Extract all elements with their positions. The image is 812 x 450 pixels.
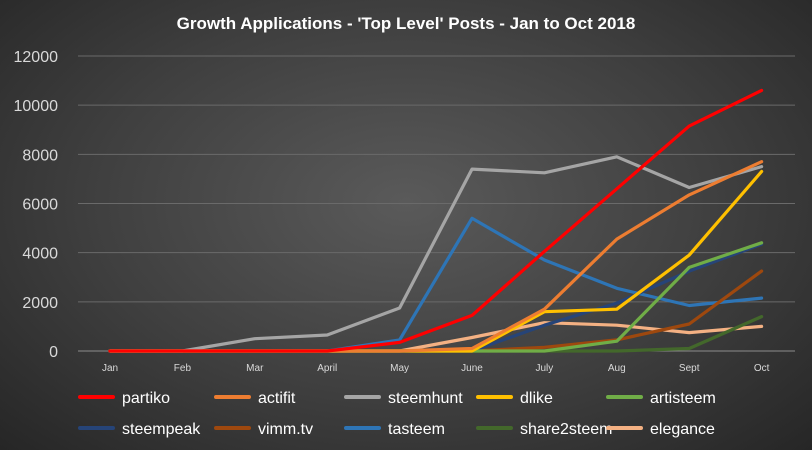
x-tick-label: Feb bbox=[174, 363, 192, 374]
x-tick-label: May bbox=[390, 363, 409, 374]
legend-label: actifit bbox=[258, 390, 296, 407]
gridlines bbox=[78, 55, 795, 352]
x-tick-label: April bbox=[317, 363, 337, 374]
legend-label: steempeak bbox=[122, 421, 201, 438]
legend-item-share2steem: share2steem bbox=[476, 421, 613, 438]
x-tick-label: Aug bbox=[608, 363, 626, 374]
legend-item-partiko: partiko bbox=[78, 390, 170, 407]
x-tick-label: Oct bbox=[754, 363, 770, 374]
chart-title: Growth Applications - 'Top Level' Posts … bbox=[177, 14, 636, 33]
x-tick-label: Mar bbox=[246, 363, 264, 374]
legend-label: dlike bbox=[520, 390, 553, 407]
series-line-dlike bbox=[108, 169, 764, 353]
x-tick-label: Sept bbox=[679, 363, 700, 374]
y-tick-label: 6000 bbox=[22, 197, 58, 214]
legend-label: tasteem bbox=[388, 421, 445, 438]
x-tick-label: July bbox=[536, 363, 554, 374]
series-line-steempeak bbox=[108, 242, 764, 353]
legend-item-actifit: actifit bbox=[214, 390, 296, 407]
legend-label: share2steem bbox=[520, 421, 613, 438]
legend-label: partiko bbox=[122, 390, 170, 407]
y-tick-label: 4000 bbox=[22, 246, 58, 263]
legend-label: vimm.tv bbox=[258, 421, 313, 438]
y-tick-label: 2000 bbox=[22, 295, 58, 312]
y-tick-label: 10000 bbox=[14, 98, 59, 115]
y-tick-label: 8000 bbox=[22, 147, 58, 164]
series-lines bbox=[108, 88, 764, 353]
legend-item-steempeak: steempeak bbox=[78, 421, 201, 438]
x-tick-label: Jan bbox=[102, 363, 118, 374]
x-tick-label: June bbox=[461, 363, 483, 374]
series-line-partiko bbox=[108, 88, 764, 353]
legend-label: steemhunt bbox=[388, 390, 463, 407]
legend-item-steemhunt: steemhunt bbox=[344, 390, 463, 407]
y-tick-label: 12000 bbox=[14, 49, 59, 66]
x-axis-ticks: Jan Feb Mar April May June July Aug Sept Oct bbox=[102, 363, 770, 374]
y-axis-ticks: 0 2000 4000 6000 8000 10000 12000 bbox=[14, 49, 59, 361]
series-line-artisteem bbox=[108, 241, 764, 353]
legend-item-dlike: dlike bbox=[476, 390, 553, 407]
legend-label: elegance bbox=[650, 421, 715, 438]
legend-label: artisteem bbox=[650, 390, 716, 407]
series-line-actifit bbox=[108, 160, 764, 353]
legend-item-vimm-tv: vimm.tv bbox=[214, 421, 313, 438]
legend-item-elegance: elegance bbox=[606, 421, 715, 438]
legend-item-artisteem: artisteem bbox=[606, 390, 716, 407]
legend: partiko actifit steemhunt dlike artisteem ste… bbox=[78, 390, 716, 438]
y-tick-label: 0 bbox=[49, 344, 58, 361]
legend-item-tasteem: tasteem bbox=[344, 421, 445, 438]
series-line-steemhunt bbox=[108, 155, 764, 353]
